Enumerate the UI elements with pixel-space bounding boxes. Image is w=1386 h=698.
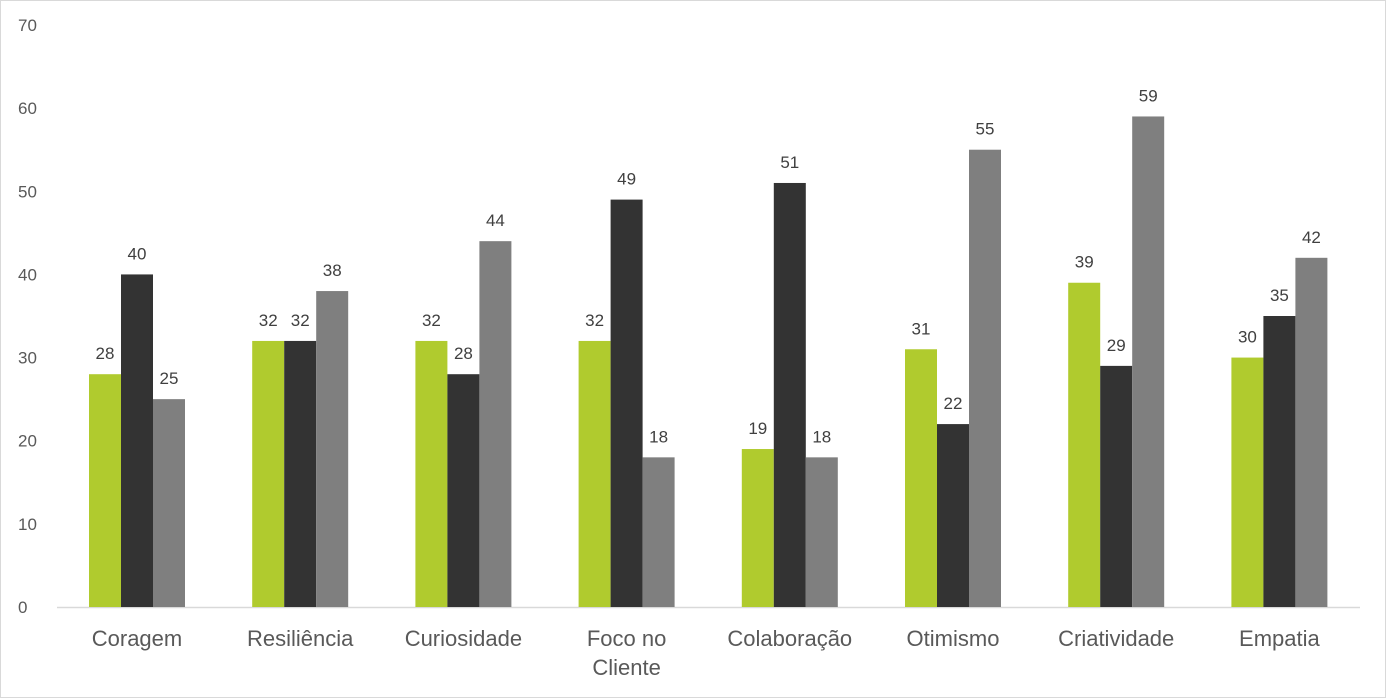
bar-series-1 xyxy=(1231,357,1264,607)
bar-series-2 xyxy=(610,199,643,607)
y-tick-label: 50 xyxy=(18,182,37,201)
data-label: 35 xyxy=(1270,286,1289,305)
x-tick-label: Cliente xyxy=(592,655,660,680)
y-tick-label: 0 xyxy=(18,598,27,617)
y-tick-label: 40 xyxy=(18,265,37,284)
x-tick-label: Criatividade xyxy=(1058,626,1174,651)
bar-series-2 xyxy=(773,182,806,607)
bar-series-2 xyxy=(447,374,480,607)
x-tick-label: Empatia xyxy=(1239,626,1320,651)
data-label: 32 xyxy=(291,311,310,330)
bar-series-2 xyxy=(121,274,153,607)
bar-series-2 xyxy=(284,340,317,607)
bar-series-3 xyxy=(969,149,1001,607)
data-label: 40 xyxy=(128,244,147,263)
data-label: 25 xyxy=(160,369,179,388)
y-tick-label: 60 xyxy=(18,99,37,118)
bar-series-3 xyxy=(1295,257,1328,607)
data-label: 55 xyxy=(976,120,995,139)
x-tick-label: Foco no xyxy=(587,626,667,651)
bar-series-1 xyxy=(1068,282,1101,607)
bar-series-3 xyxy=(479,241,512,607)
bar-series-3 xyxy=(316,291,349,607)
bar-series-1 xyxy=(741,449,774,607)
data-label: 32 xyxy=(585,311,604,330)
data-label: 59 xyxy=(1139,86,1158,105)
data-label: 28 xyxy=(96,344,115,363)
data-label: 38 xyxy=(323,261,342,280)
bar-series-1 xyxy=(89,374,121,607)
data-label: 29 xyxy=(1107,336,1126,355)
data-label: 31 xyxy=(912,319,931,338)
x-tick-label: Coragem xyxy=(92,626,182,651)
x-tick-label: Curiosidade xyxy=(405,626,522,651)
y-tick-label: 70 xyxy=(18,16,37,35)
data-label: 51 xyxy=(780,153,799,172)
x-tick-label: Otimismo xyxy=(907,626,1000,651)
data-label: 18 xyxy=(649,427,668,446)
data-label: 39 xyxy=(1075,253,1094,272)
data-label: 28 xyxy=(454,344,473,363)
data-label: 32 xyxy=(422,311,441,330)
x-tick-label: Resiliência xyxy=(247,626,354,651)
data-label: 49 xyxy=(617,170,636,189)
bar-series-2 xyxy=(1100,365,1133,607)
data-label: 18 xyxy=(812,427,831,446)
bar-series-3 xyxy=(153,399,185,607)
bar-series-1 xyxy=(415,340,448,607)
y-tick-label: 30 xyxy=(18,349,37,368)
bar-series-1 xyxy=(252,340,285,607)
data-label: 30 xyxy=(1238,328,1257,347)
data-label: 19 xyxy=(748,419,767,438)
bar-series-3 xyxy=(642,457,675,607)
bar-series-3 xyxy=(1132,116,1165,607)
bar-series-1 xyxy=(578,340,611,607)
y-tick-label: 10 xyxy=(18,515,37,534)
bar-series-2 xyxy=(937,424,969,607)
bar-series-2 xyxy=(1263,316,1296,607)
bar-series-3 xyxy=(805,457,838,607)
data-label: 42 xyxy=(1302,228,1321,247)
data-label: 22 xyxy=(944,394,963,413)
y-tick-label: 20 xyxy=(18,432,37,451)
data-label: 32 xyxy=(259,311,278,330)
data-label: 44 xyxy=(486,211,505,230)
bar-series-1 xyxy=(905,349,937,607)
x-tick-label: Colaboração xyxy=(727,626,852,651)
